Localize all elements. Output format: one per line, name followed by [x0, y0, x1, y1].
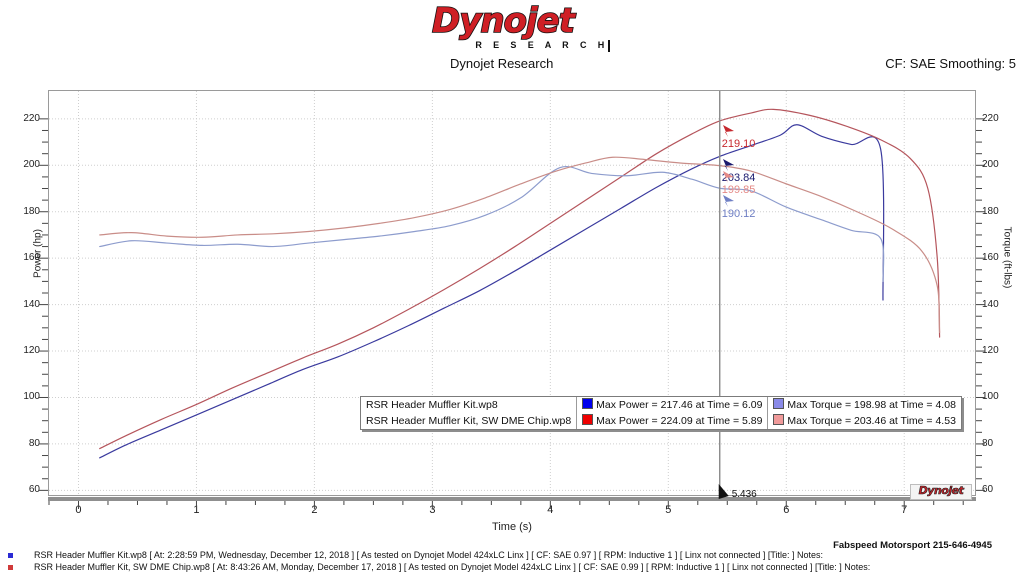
- cursor-value-text: 219.10: [721, 138, 756, 150]
- legend-run-name: RSR Header Muffler Kit, SW DME Chip.wp8: [366, 414, 572, 427]
- y-axis-left-tick-label: 140: [23, 298, 40, 310]
- dynojet-logo-wordmark: Dynojet: [431, 1, 576, 41]
- chart-canvas: [49, 91, 975, 495]
- y-axis-right-tick-label: 160: [982, 252, 999, 264]
- x-axis-tick-label: 6: [783, 504, 790, 516]
- legend-power-text: Max Power = 217.46 at Time = 6.09: [596, 399, 763, 411]
- legend-power-swatch: [582, 414, 594, 425]
- y-axis-left-tick-label: 80: [28, 437, 40, 449]
- legend-row: RSR Header Muffler Kit, SW DME Chip.wp8 …: [361, 413, 961, 429]
- legend-torque-cell: Max Torque = 198.98 at Time = 4.08: [767, 397, 961, 413]
- cursor-value-text: 203.84: [721, 172, 756, 184]
- y-axis-right-tick-label: 120: [982, 345, 999, 357]
- cursor-value-label: 203.84: [721, 158, 756, 184]
- x-axis-tick-label: 0: [75, 504, 82, 516]
- legend-power-text: Max Power = 224.09 at Time = 5.89: [596, 415, 763, 427]
- x-axis-tick-label: 1: [193, 504, 200, 516]
- y-axis-right-tick-label: 180: [982, 205, 999, 217]
- cursor-arrow-icon: [722, 159, 734, 171]
- legend-power-swatch: [582, 398, 594, 409]
- footer-run-swatch: [8, 553, 13, 558]
- cursor-value-text: 199.85: [721, 184, 756, 196]
- y-axis-left-tick-label: 160: [23, 252, 40, 264]
- footer-run-swatch: [8, 565, 13, 570]
- cursor-value-text: 190.12: [721, 208, 756, 220]
- legend-power-cell: Max Power = 224.09 at Time = 5.89: [576, 413, 768, 429]
- y-axis-left-tick-label: 220: [23, 112, 40, 124]
- x-axis-tick-label: 3: [429, 504, 436, 516]
- legend-box[interactable]: RSR Header Muffler Kit.wp8 Max Power = 2…: [360, 396, 962, 430]
- dynojet-logo-subtitle: R E S E A R C H: [475, 40, 609, 50]
- legend-torque-swatch: [773, 414, 785, 425]
- legend-torque-swatch: [773, 398, 785, 409]
- cursor-value-label: 219.10: [721, 124, 756, 150]
- legend-torque-cell: Max Torque = 203.46 at Time = 4.53: [767, 413, 961, 429]
- cursor-arrow-icon: [722, 195, 734, 207]
- x-axis-tick-label: 2: [311, 504, 318, 516]
- footer-run-details: RSR Header Muffler Kit.wp8 [ At: 2:28:59…: [34, 550, 824, 560]
- y-axis-right-tick-label: 60: [982, 484, 994, 496]
- y-axis-left-tick-label: 180: [23, 205, 40, 217]
- legend-torque-text: Max Torque = 203.46 at Time = 4.53: [787, 415, 956, 427]
- y-axis-right-tick-label: 140: [982, 298, 999, 310]
- y-axis-left-tick-label: 100: [23, 391, 40, 403]
- cursor-arrow-icon: [722, 125, 734, 137]
- chart-title: Dynojet Research: [450, 56, 554, 71]
- y-axis-right-tick-label: 200: [982, 159, 999, 171]
- legend-row: RSR Header Muffler Kit.wp8 Max Power = 2…: [361, 397, 961, 413]
- y-axis-left-tick-label: 120: [23, 345, 40, 357]
- logo-divider: [608, 40, 610, 52]
- legend-torque-text: Max Torque = 198.98 at Time = 4.08: [787, 399, 956, 411]
- cursor-value-label: 190.12: [721, 194, 756, 220]
- y-axis-left-tick-label: 60: [28, 484, 40, 496]
- x-axis-tick-label: 5: [665, 504, 672, 516]
- y-axis-right-tick-label: 220: [982, 112, 999, 124]
- footer-run-details: RSR Header Muffler Kit, SW DME Chip.wp8 …: [34, 562, 871, 572]
- y-axis-right-tick-label: 100: [982, 391, 999, 403]
- shop-name: Fabspeed Motorsport 215-646-4945: [833, 540, 992, 551]
- dynojet-watermark: Dynojet: [910, 484, 972, 500]
- cf-smoothing-label: CF: SAE Smoothing: 5: [885, 56, 1016, 71]
- y-axis-left-tick-label: 200: [23, 159, 40, 171]
- x-axis-tick-label: 4: [547, 504, 554, 516]
- y-axis-right-tick-label: 80: [982, 437, 994, 449]
- dynojet-logo: Dynojet R E S E A R C H: [372, 1, 634, 52]
- cursor-value-label: 199.85: [721, 170, 756, 196]
- x-axis-tick-label: 7: [901, 504, 908, 516]
- legend-run-name: RSR Header Muffler Kit.wp8: [366, 398, 498, 411]
- x-axis-title: Time (s): [492, 521, 532, 533]
- legend-power-cell: Max Power = 217.46 at Time = 6.09: [576, 397, 768, 413]
- plot-area: [48, 90, 976, 496]
- cursor-arrow-icon: [722, 171, 734, 183]
